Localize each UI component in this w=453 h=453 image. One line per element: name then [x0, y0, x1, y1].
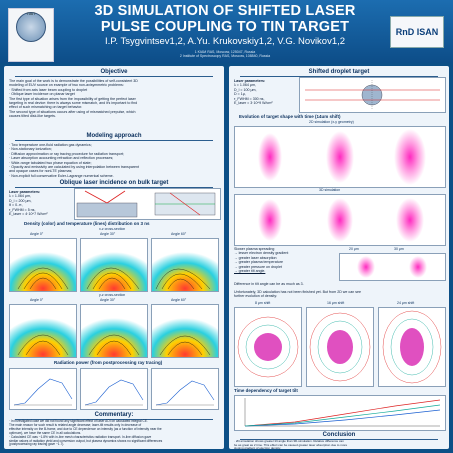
unfortunately-text: Unfortunately, 3D calculation has not be… [234, 290, 361, 299]
density-plot-xz-60 [151, 238, 219, 292]
density-evolution-8 [234, 307, 302, 387]
difference-text: Difference in tilt angle can be as much … [234, 282, 304, 286]
rnd-isan-logo: RnD ISAN [390, 16, 444, 48]
oblique-laser-params: Laser parameters: λ = 1.064 μm, D_l = 20… [9, 190, 48, 217]
oblique-scheme-diagram [74, 188, 221, 220]
density-evolution-16 [306, 307, 374, 387]
oblique-title: Oblique laser incidence on bulk target [4, 180, 224, 188]
university-logo: ·ПАП· [8, 8, 54, 62]
conclusion-text: · 2D-simulation shows greater tilt angle… [234, 439, 348, 451]
evolution-3d-plots [234, 194, 446, 246]
shift-comparison-plots [339, 253, 446, 281]
time-label-16: 16 μm shift [327, 301, 345, 305]
shifted-scheme-diagram [299, 77, 446, 113]
density-title: Density (color) and temperature (lines) … [24, 221, 150, 226]
shifted-title: Shifted droplet target [229, 69, 449, 77]
time-dependency-plot [234, 395, 446, 431]
objective-text: The main goal of the work is to demonstr… [9, 79, 138, 119]
xz-label: x-z cross-section [99, 227, 126, 231]
commentary-title: Commentary: [4, 412, 224, 420]
angle-label-bottom-2: Angle 60° [171, 298, 187, 302]
title-line-1: 3D SIMULATION OF SHIFTED LASER [94, 3, 356, 19]
angle-label-top-2: Angle 60° [171, 232, 187, 236]
evolution-title: Evolution of target shape with time (14u… [239, 114, 341, 119]
poster-title: 3D SIMULATION OF SHIFTED LASER PULSE COU… [60, 3, 390, 35]
right-column: Shifted droplet target Laser parameters:… [229, 66, 449, 451]
objective-title: Objective [4, 69, 224, 77]
sim2d-label: 2D simulation (x-y geometry) [309, 120, 354, 124]
affiliations: 1 KIAM RAS, Moscow, 125047, Russia 2 Ins… [179, 50, 271, 59]
modeling-title: Modeling approach [4, 133, 224, 141]
density-plot-yz-0 [9, 304, 77, 358]
sim3d-label: 3D simulation [319, 188, 341, 192]
density-plot-xz-30 [80, 238, 148, 292]
authors: I.P. Tsygvintsev1,2, A.Yu. Krukovskiy1,2… [104, 36, 346, 47]
evolution-2d-plots [234, 126, 446, 188]
plasma-bullets: Slower plasma spreading → lesser electro… [234, 247, 289, 274]
angle-label-top-0: Angle 0° [30, 232, 44, 236]
time-dependency-title: Time dependency of target tilt [234, 388, 298, 393]
time-label-24: 24 μm shift [397, 301, 415, 305]
angle-label-top-1: Angle 30° [100, 232, 116, 236]
left-column: Objective The main goal of the work is t… [4, 66, 224, 449]
density-evolution-24 [378, 307, 446, 387]
radiation-plot-0 [9, 368, 77, 410]
time-label-8: 8 μm shift [255, 301, 271, 305]
density-plot-xz-0 [9, 238, 77, 292]
density-plot-yz-30 [80, 304, 148, 358]
radiation-plot-60 [151, 368, 219, 410]
radiation-plot-30 [80, 368, 148, 410]
title-line-2: PULSE COUPLING TO TIN TARGET [100, 19, 350, 35]
conclusion-title: Conclusion [229, 432, 449, 440]
shift-label-20: 20 μm [349, 247, 359, 251]
radiation-title: Radiation power (from postprocessing ray… [54, 360, 163, 365]
density-plot-yz-60 [151, 304, 219, 358]
yz-label: y-z cross-section [99, 293, 126, 297]
shift-label-30: 30 μm [394, 247, 404, 251]
shifted-laser-params: Laser parameters: λ = 1.064 μm, D_l = 10… [234, 79, 273, 106]
modeling-text: · Two temperature one-fluid radiation ga… [9, 143, 140, 178]
crest-icon [16, 12, 46, 42]
commentary-text: · In investigated case we did not found … [9, 419, 163, 447]
poster-header: ·ПАП· 3D SIMULATION OF SHIFTED LASER PUL… [0, 0, 453, 63]
angle-label-bottom-0: Angle 0° [30, 298, 44, 302]
angle-label-bottom-1: Angle 30° [100, 298, 116, 302]
